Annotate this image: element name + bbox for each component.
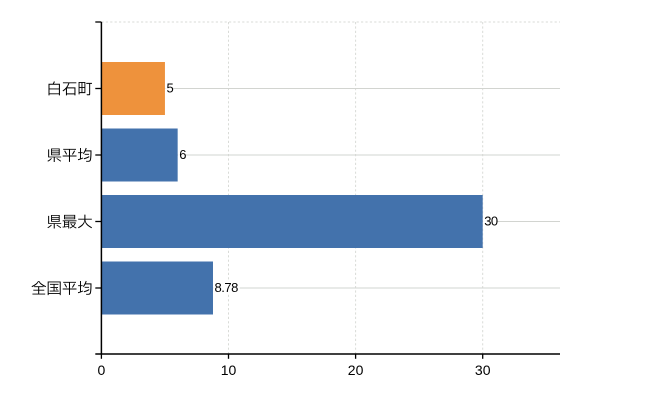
svg-text:6: 6 bbox=[179, 147, 186, 162]
svg-text:30: 30 bbox=[484, 214, 498, 229]
svg-text:30: 30 bbox=[475, 362, 491, 378]
svg-text:5: 5 bbox=[167, 81, 174, 96]
svg-text:0: 0 bbox=[98, 362, 106, 378]
svg-text:8.78: 8.78 bbox=[215, 280, 239, 295]
svg-text:20: 20 bbox=[348, 362, 364, 378]
svg-text:10: 10 bbox=[221, 362, 237, 378]
